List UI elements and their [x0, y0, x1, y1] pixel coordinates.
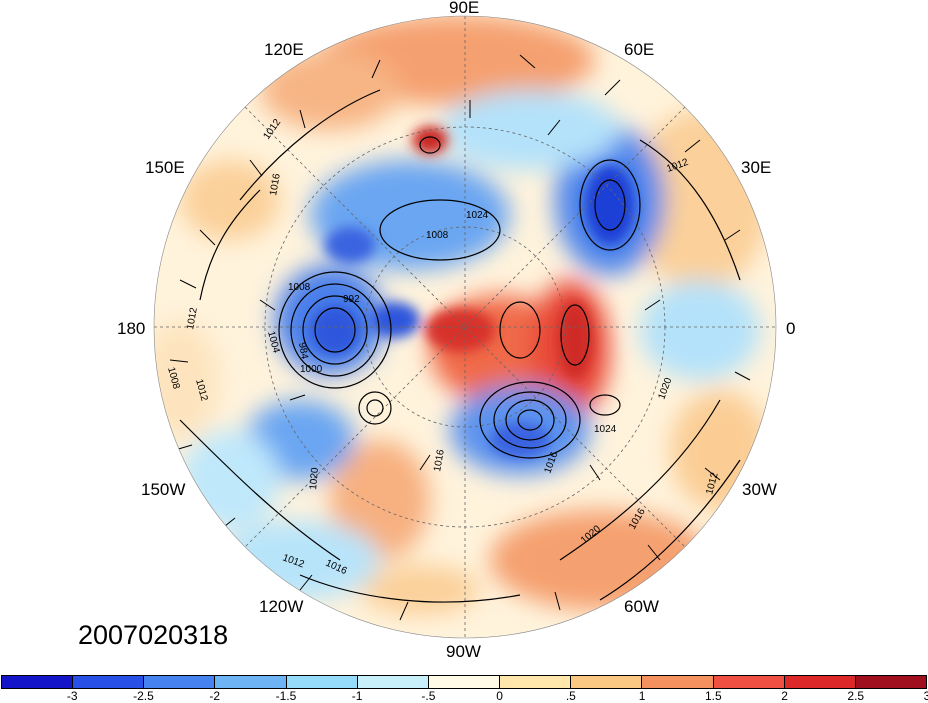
contour-label: 1020: [308, 467, 321, 491]
contour-label: 1008: [426, 230, 449, 241]
colorbar-cell: [642, 676, 714, 688]
colorbar-cell: [855, 676, 927, 688]
contour-label: 992: [343, 294, 360, 305]
anomaly-field: [154, 16, 776, 638]
lon-label-0: 0: [786, 319, 796, 338]
pressure-contours: [179, 89, 741, 603]
colorbar-tick-label: 2: [781, 689, 788, 703]
colorbar-tick-label: -2: [209, 689, 221, 703]
contour-label: 1016: [432, 448, 447, 472]
colorbar-tick-label: 1: [638, 689, 646, 703]
lon-label-90w: 90W: [446, 642, 481, 661]
colorbar-cell: [215, 676, 287, 688]
lon-label-60w: 60W: [624, 597, 659, 616]
lon-label-150w: 150W: [141, 480, 186, 499]
lon-label-150e: 150E: [145, 158, 185, 177]
colorbar-tick-label: 0: [496, 689, 503, 703]
colorbar-tick-label: 2.5: [847, 689, 865, 703]
colorbar-tick-label: 3: [923, 689, 928, 703]
colorbar-cell: [286, 676, 358, 688]
map-boundary: [153, 15, 777, 639]
colorbar-cell: [500, 676, 572, 688]
contour-label: 1024: [594, 424, 617, 435]
lon-label-30e: 30E: [741, 158, 772, 177]
colorbar-tick-label: .5: [565, 689, 576, 703]
contour-label: 1016: [268, 172, 283, 196]
colorbar-cell: [357, 676, 429, 688]
colorbar-cell: [144, 676, 216, 688]
colorbar-tick-label: -1.5: [275, 689, 297, 703]
colorbar-cell: [73, 676, 145, 688]
contour-label: 1008: [288, 282, 311, 293]
colorbar-cell: [713, 676, 785, 688]
colorbar-cell: [784, 676, 856, 688]
colorbar-tick-label: 1.5: [704, 689, 722, 703]
colorbar-tick-label: -2.5: [133, 689, 154, 703]
colorbar-tick-label: -3: [66, 689, 78, 703]
contour-label: 1012: [185, 306, 200, 330]
colorbar: [1, 675, 927, 689]
wind-barbs: [169, 54, 751, 621]
lon-label-60e: 60E: [624, 40, 655, 59]
lon-label-180: 180: [117, 319, 146, 338]
colorbar-cell: [2, 676, 74, 688]
contour-label: 1024: [466, 210, 489, 221]
colorbar-tick-label: -.5: [421, 689, 436, 703]
contour-label: 1000: [300, 364, 323, 375]
lon-label-30w: 30W: [742, 480, 777, 499]
colorbar-tick-label: -1: [351, 689, 363, 703]
lon-label-120w: 120W: [259, 597, 304, 616]
colorbar-cell: [428, 676, 501, 688]
lon-label-120e: 120E: [264, 40, 304, 59]
timestamp-label: 2007020318: [78, 620, 229, 650]
lon-label-90e: 90E: [449, 0, 480, 17]
contour-label: 984: [296, 342, 310, 361]
colorbar-cell: [571, 676, 643, 688]
